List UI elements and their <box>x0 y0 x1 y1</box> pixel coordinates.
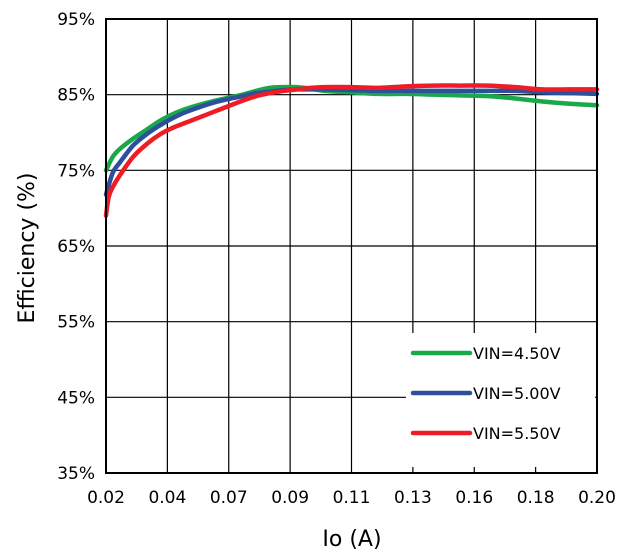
series-line-3 <box>103 83 600 218</box>
y-tick-label: 55% <box>57 313 95 333</box>
legend-label: VIN=5.50V <box>473 424 561 443</box>
x-tick-label: 0.20 <box>578 488 616 508</box>
legend-box <box>406 333 595 467</box>
x-tick-label: 0.13 <box>394 488 432 508</box>
x-tick-label: 0.11 <box>333 488 371 508</box>
y-tick-labels: 35% 45% 55% 65% 75% 85% 95% <box>57 10 95 484</box>
y-tick-label: 35% <box>57 464 95 484</box>
x-tick-labels: 0.02 0.04 0.07 0.09 0.11 0.13 0.16 0.18 0.20 <box>87 488 616 508</box>
y-tick-label: 45% <box>57 388 95 408</box>
x-tick-label: 0.16 <box>455 488 493 508</box>
y-tick-label: 75% <box>57 161 95 181</box>
x-tick-label: 0.02 <box>87 488 125 508</box>
legend-label: VIN=5.00V <box>473 384 561 403</box>
x-tick-label: 0.07 <box>210 488 248 508</box>
x-tick-label: 0.09 <box>271 488 309 508</box>
legend: VIN=4.50V VIN=5.00V VIN=5.50V <box>406 333 595 467</box>
series-line-1 <box>103 84 600 173</box>
series-lines <box>103 83 600 218</box>
y-tick-label: 95% <box>57 10 95 30</box>
legend-label: VIN=4.50V <box>473 344 561 363</box>
x-tick-label: 0.04 <box>148 488 186 508</box>
y-tick-label: 65% <box>57 237 95 257</box>
grid <box>106 19 597 473</box>
y-tick-label: 85% <box>57 86 95 106</box>
x-tick-label: 0.18 <box>517 488 555 508</box>
plot-frame <box>105 18 598 474</box>
y-axis-title: Efficiency (%) <box>15 172 40 323</box>
x-axis-title: Io (A) <box>322 527 381 552</box>
